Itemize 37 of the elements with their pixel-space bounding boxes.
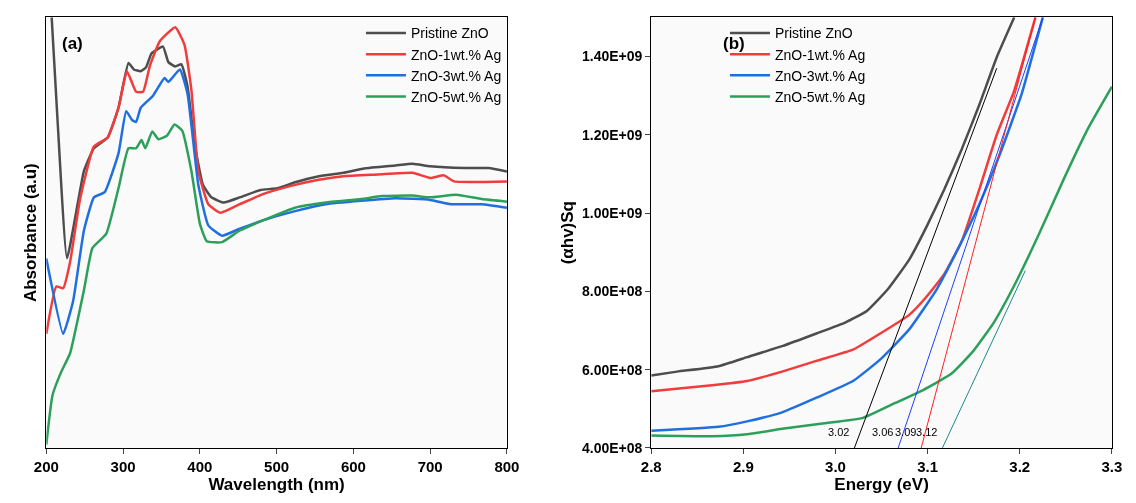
legend-label: ZnO-1wt.% Ag	[774, 46, 866, 63]
y-axis-title: Absorbance (a.u)	[20, 163, 40, 303]
x-tick-label: 2.9	[732, 458, 754, 476]
y-tick-label: 1.00E+09	[582, 204, 643, 221]
y-tick-label: 1.40E+09	[582, 48, 643, 65]
x-tick-label: 3.2	[1009, 458, 1031, 476]
annotation: 3.02	[828, 426, 850, 438]
legend-label: Pristine ZnO	[774, 25, 853, 42]
legend-label: ZnO-5wt.% Ag	[774, 88, 866, 105]
y-tick-label: 1.20E+09	[582, 126, 643, 143]
x-tick-label: 200	[33, 458, 59, 476]
x-tick-label: 3.0	[825, 458, 846, 476]
annotation: 3.06	[872, 426, 894, 438]
x-tick-label: 500	[264, 458, 290, 476]
legend-label: ZnO-1wt.% Ag	[410, 46, 502, 63]
annotation: 3.12	[916, 426, 938, 438]
text: (a)	[62, 34, 83, 53]
y-tick-label: 8.00E+08	[582, 283, 643, 300]
x-tick-label: 600	[340, 458, 366, 476]
x-tick-label: 300	[110, 458, 136, 476]
legend-label: ZnO-3wt.% Ag	[410, 67, 502, 84]
x-axis-title: Wavelength (nm)	[208, 475, 345, 495]
text: (b)	[723, 34, 745, 53]
x-axis-title: Energy (eV)	[834, 475, 929, 495]
y-tick-label: 4.00E+08	[582, 439, 643, 456]
x-tick-label: 800	[494, 458, 520, 476]
y-axis-title: (αhv)Sq	[557, 200, 577, 265]
x-tick-label: 2.8	[640, 458, 662, 476]
annotation: 3.09	[895, 426, 917, 438]
legend-label: ZnO-5wt.% Ag	[410, 88, 502, 105]
x-tick-label: 3.3	[1101, 458, 1123, 476]
legend-label: ZnO-3wt.% Ag	[774, 67, 866, 84]
y-tick-label: 6.00E+08	[582, 361, 643, 378]
x-tick-label: 3.1	[917, 458, 939, 476]
x-tick-label: 400	[187, 458, 213, 476]
legend-label: Pristine ZnO	[410, 25, 489, 42]
x-tick-label: 700	[417, 458, 443, 476]
